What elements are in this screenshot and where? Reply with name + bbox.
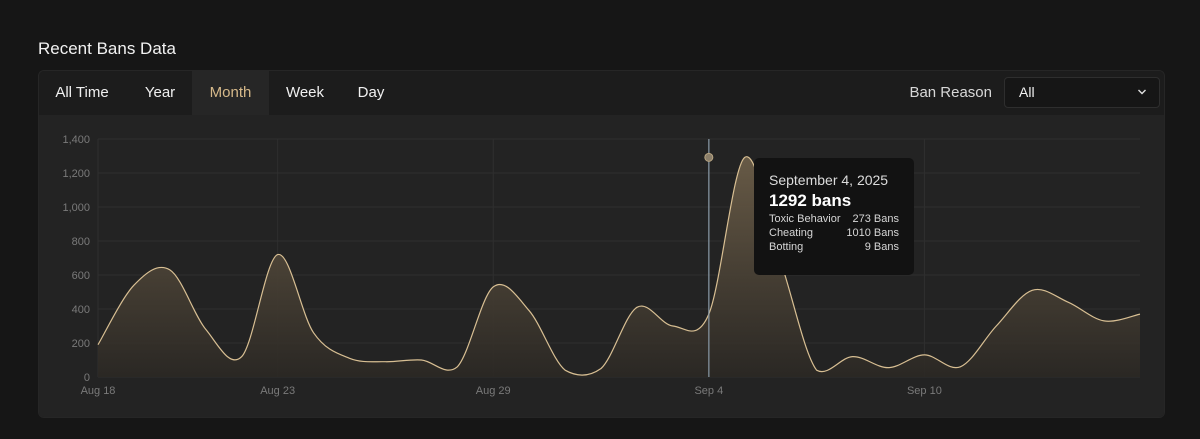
- data-point: [420, 359, 422, 361]
- x-tick-label: Sep 4: [694, 385, 723, 397]
- tooltip-value: 9 Bans: [864, 241, 899, 253]
- data-point: [815, 369, 817, 371]
- y-tick-label: 1,400: [62, 134, 90, 146]
- data-point: [923, 354, 925, 356]
- data-point: [456, 366, 458, 368]
- tooltip-value: 1010 Bans: [846, 227, 899, 239]
- data-point: [133, 284, 135, 286]
- toolbar: All Time Year Month Week Day Ban Reason …: [39, 71, 1164, 115]
- plot-area: 0 200 400 600 800 1,000 1,200 1,400 Aug 18 Aug 23…: [39, 115, 1164, 417]
- series-line: [97, 156, 1141, 376]
- data-point: [528, 310, 530, 312]
- y-tick-label: 200: [72, 338, 90, 350]
- tab-all-time[interactable]: All Time: [55, 84, 109, 101]
- tooltip-reason: Cheating: [769, 227, 814, 239]
- x-tick-label: Aug 29: [476, 385, 511, 397]
- tooltip-reason: Botting: [769, 241, 804, 253]
- data-point: [97, 344, 99, 346]
- data-point: [205, 328, 207, 330]
- ban-reason-selected: All: [1019, 84, 1035, 100]
- y-tick-label: 1,200: [62, 168, 90, 180]
- tab-month[interactable]: Month: [192, 71, 269, 115]
- ban-reason-select[interactable]: All: [1004, 77, 1160, 108]
- data-point: [672, 325, 674, 327]
- tooltip-row-toxic: Toxic Behavior 273 Bans: [769, 213, 899, 225]
- area-chart: 0 200 400 600 800 1,000 1,200 1,400 Aug 18 Aug 23…: [62, 134, 1141, 397]
- section-title: Recent Bans Data: [38, 39, 176, 58]
- tooltip-row-cheating: Cheating 1010 Bans: [769, 227, 899, 239]
- y-tick-label: 800: [72, 236, 90, 248]
- tab-week[interactable]: Week: [285, 84, 325, 101]
- data-point: [348, 357, 350, 359]
- x-tick-label: Sep 10: [907, 385, 942, 397]
- data-point: [887, 366, 889, 368]
- data-point: [312, 332, 314, 334]
- tooltip-row-botting: Botting 9 Bans: [769, 241, 899, 253]
- data-point: [1103, 320, 1105, 322]
- tooltip-value: 273 Bans: [852, 213, 899, 225]
- tooltip-reason: Toxic Behavior: [769, 213, 841, 225]
- y-tick-label: 400: [72, 304, 90, 316]
- data-point: [851, 355, 853, 357]
- data-point: [600, 367, 602, 369]
- bans-chart-card: All Time Year Month Week Day Ban Reason …: [38, 70, 1165, 418]
- data-point: [1139, 313, 1141, 315]
- data-point: [241, 355, 243, 357]
- chart-tooltip: September 4, 2025 1292 bans Toxic Behavi…: [754, 158, 914, 275]
- ban-reason-label: Ban Reason: [909, 84, 992, 101]
- y-tick-label: 1,000: [62, 202, 90, 214]
- x-tick-label: Aug 18: [81, 385, 116, 397]
- data-point: [384, 361, 386, 363]
- hover-point: [704, 152, 714, 162]
- tab-day[interactable]: Day: [357, 84, 385, 101]
- x-tick-label: Aug 23: [260, 385, 295, 397]
- data-point: [492, 286, 494, 288]
- data-point: [995, 325, 997, 327]
- data-point: [959, 366, 961, 368]
- data-point: [1031, 289, 1033, 291]
- series-area: [98, 156, 1140, 377]
- data-point: [1067, 301, 1069, 303]
- data-point: [169, 269, 171, 271]
- y-tick-label: 600: [72, 270, 90, 282]
- tooltip-total: 1292 bans: [769, 191, 852, 210]
- data-point: [564, 369, 566, 371]
- y-tick-label: 0: [84, 372, 90, 384]
- data-point: [276, 253, 278, 255]
- tab-year[interactable]: Year: [144, 84, 176, 101]
- data-point: [744, 156, 746, 158]
- chevron-down-icon: [1138, 89, 1146, 95]
- tooltip-date: September 4, 2025: [769, 172, 889, 188]
- data-point: [636, 306, 638, 308]
